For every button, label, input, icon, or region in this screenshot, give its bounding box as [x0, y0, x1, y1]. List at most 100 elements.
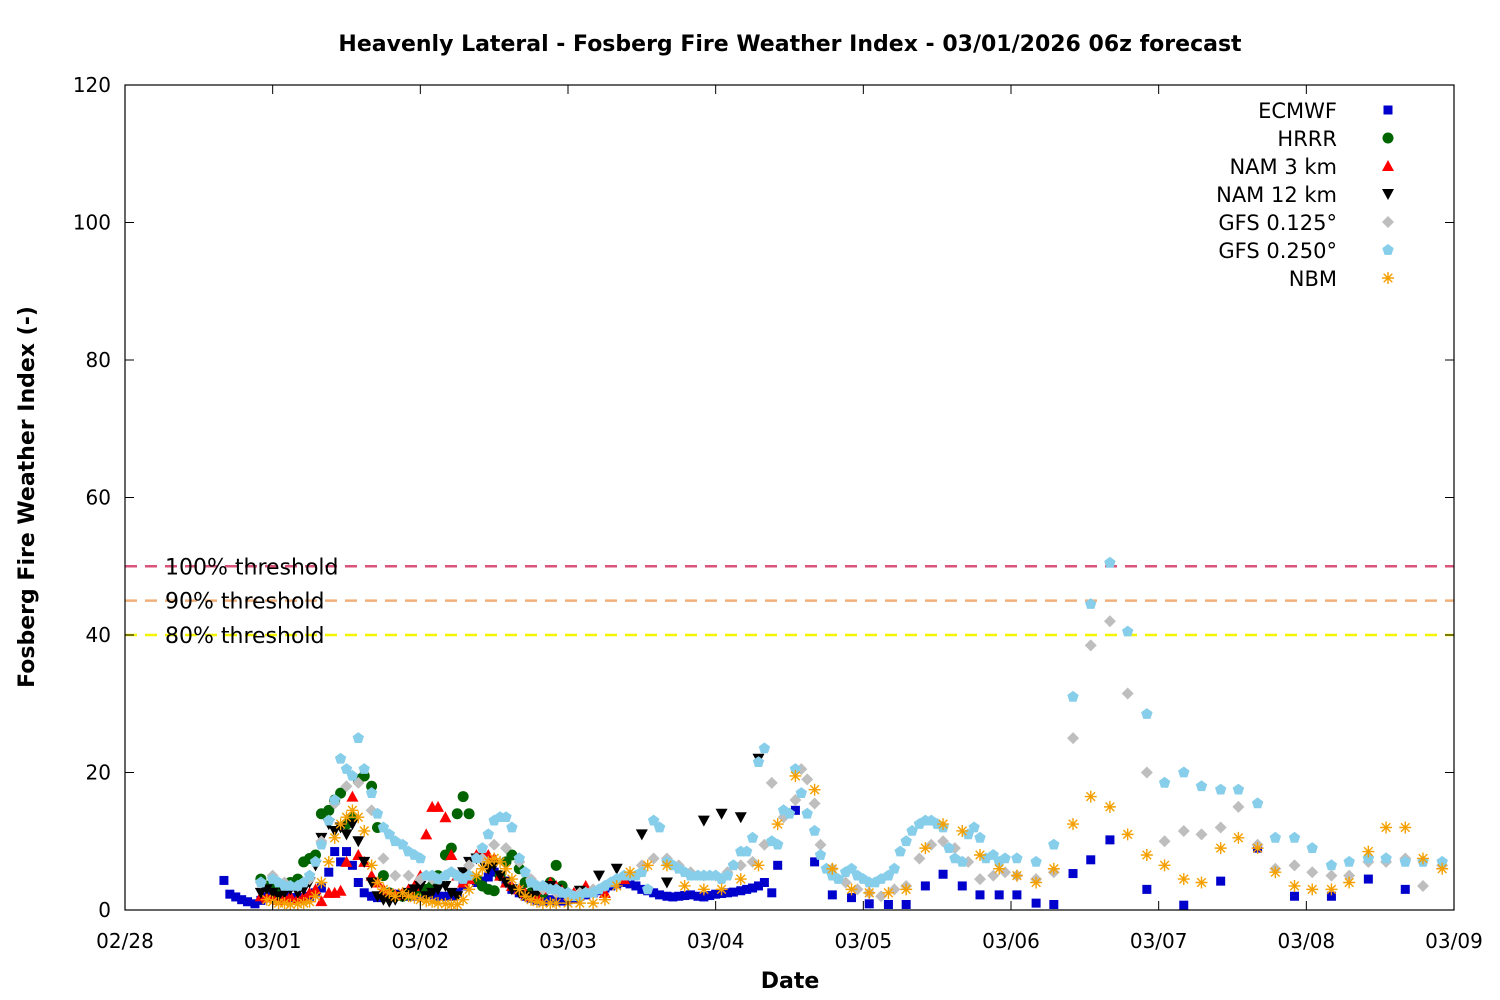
data-point-gfs-0-250 — [476, 842, 489, 853]
data-point-nam-12-km — [340, 829, 353, 841]
data-point-ecmwf — [557, 896, 567, 906]
data-point-ecmwf — [920, 881, 930, 891]
data-point-hrrr — [463, 808, 475, 820]
data-point-nbm — [365, 859, 378, 872]
data-point-gfs-0-125 — [1121, 687, 1134, 700]
data-point-nbm — [402, 890, 415, 903]
data-point-gfs-0-250 — [968, 821, 980, 833]
data-point-gfs-0-250 — [396, 838, 409, 850]
data-point-gfs-0-250 — [414, 852, 426, 864]
data-point-nam-12-km — [371, 891, 384, 903]
data-point-gfs-0-125 — [463, 859, 476, 872]
data-point-nbm — [346, 804, 359, 817]
data-point-gfs-0-250 — [642, 883, 654, 895]
data-point-nbm — [1288, 879, 1301, 892]
data-point-gfs-0-250 — [999, 852, 1011, 864]
data-point-gfs-0-250 — [888, 862, 900, 874]
data-point-ecmwf — [1105, 835, 1115, 845]
data-point-nbm — [530, 895, 543, 908]
legend-marker — [1382, 216, 1394, 228]
data-point-nbm — [598, 893, 611, 906]
legend-marker — [1382, 132, 1394, 144]
data-point-gfs-0-250 — [974, 831, 986, 843]
data-point-nbm — [1362, 845, 1375, 858]
y-tick-label: 40 — [86, 623, 111, 647]
data-point-ecmwf — [711, 889, 721, 899]
data-point-nbm — [513, 883, 526, 896]
data-point-nbm — [1325, 883, 1338, 896]
chart-title: Heavenly Lateral - Fosberg Fire Weather … — [338, 32, 1242, 57]
data-point-gfs-0-250 — [1067, 690, 1079, 702]
data-point-gfs-0-250 — [580, 886, 592, 898]
data-point-nbm — [919, 842, 932, 855]
data-point-gfs-0-125 — [1416, 879, 1429, 892]
legend-label: ECMWF — [1258, 99, 1337, 123]
data-point-gfs-0-250 — [772, 838, 784, 850]
data-point-gfs-0-250 — [789, 763, 802, 774]
data-point-ecmwf — [748, 883, 758, 893]
data-point-gfs-0-250 — [1048, 838, 1060, 850]
data-point-nbm — [297, 897, 310, 910]
data-point-ecmwf — [1031, 898, 1041, 908]
data-point-nbm — [476, 862, 489, 875]
data-point-nbm — [352, 811, 365, 824]
data-point-gfs-0-250 — [1380, 852, 1392, 864]
data-point-nbm — [973, 849, 986, 861]
data-point-nbm — [1195, 876, 1208, 889]
data-point-gfs-0-250 — [1436, 855, 1448, 867]
data-point-nbm — [826, 862, 839, 875]
data-point-nbm — [610, 879, 623, 892]
data-point-gfs-0-125 — [1306, 866, 1319, 879]
data-point-ecmwf — [662, 891, 672, 901]
y-axis: 0 20 40 60 80 100 120 — [73, 73, 1454, 922]
data-point-gfs-0-125 — [801, 773, 814, 786]
data-point-ecmwf — [1290, 891, 1300, 901]
data-point-gfs-0-250 — [482, 828, 494, 840]
data-point-ecmwf — [250, 899, 260, 909]
data-point-nbm — [278, 897, 291, 910]
data-point-nbm — [519, 890, 532, 903]
data-point-ecmwf — [625, 879, 635, 889]
data-point-nam-12-km — [451, 891, 464, 903]
data-point-gfs-0-250 — [519, 866, 531, 877]
data-point-gfs-0-250 — [1269, 831, 1281, 843]
data-point-nbm — [371, 876, 384, 889]
data-point-ecmwf — [883, 900, 893, 909]
data-point-nbm — [993, 862, 1006, 875]
data-point-nbm — [771, 818, 784, 831]
data-point-ecmwf — [342, 847, 351, 857]
data-point-gfs-0-250 — [814, 849, 827, 860]
data-point-ecmwf — [699, 892, 709, 902]
data-point-gfs-0-250 — [309, 855, 322, 867]
legend-label: GFS 0.125° — [1218, 211, 1337, 235]
data-point-ecmwf — [810, 857, 820, 867]
data-point-gfs-0-125 — [389, 869, 402, 882]
data-point-nam-3-km — [420, 828, 433, 840]
data-point-ecmwf — [1400, 884, 1410, 894]
data-point-gfs-0-250 — [795, 787, 807, 798]
data-point-gfs-0-125 — [937, 835, 950, 848]
data-point-nbm — [358, 824, 371, 837]
data-point-ecmwf — [237, 895, 247, 905]
data-point-ecmwf — [938, 869, 948, 879]
data-point-ecmwf — [336, 857, 346, 867]
data-point-nam-12-km — [432, 884, 445, 896]
data-point-nbm — [328, 831, 341, 844]
data-point-ecmwf — [649, 888, 659, 898]
data-point-gfs-0-125 — [1232, 800, 1245, 813]
data-point-nam-12-km — [346, 819, 359, 831]
x-tick-label: 03/01 — [244, 929, 302, 953]
series-gfs-0-125 — [254, 615, 1449, 903]
data-point-ecmwf — [693, 891, 703, 901]
data-point-gfs-0-125 — [973, 873, 986, 886]
data-point-nam-12-km — [439, 880, 452, 892]
data-point-nbm — [573, 897, 586, 910]
data-point-gfs-0-250 — [255, 876, 267, 888]
legend-label: NBM — [1289, 267, 1337, 291]
data-point-nbm — [1214, 842, 1227, 855]
y-tick-label: 20 — [86, 761, 111, 785]
data-point-ecmwf — [367, 891, 377, 901]
data-point-ecmwf — [773, 860, 783, 870]
data-point-nbm — [1380, 821, 1393, 834]
